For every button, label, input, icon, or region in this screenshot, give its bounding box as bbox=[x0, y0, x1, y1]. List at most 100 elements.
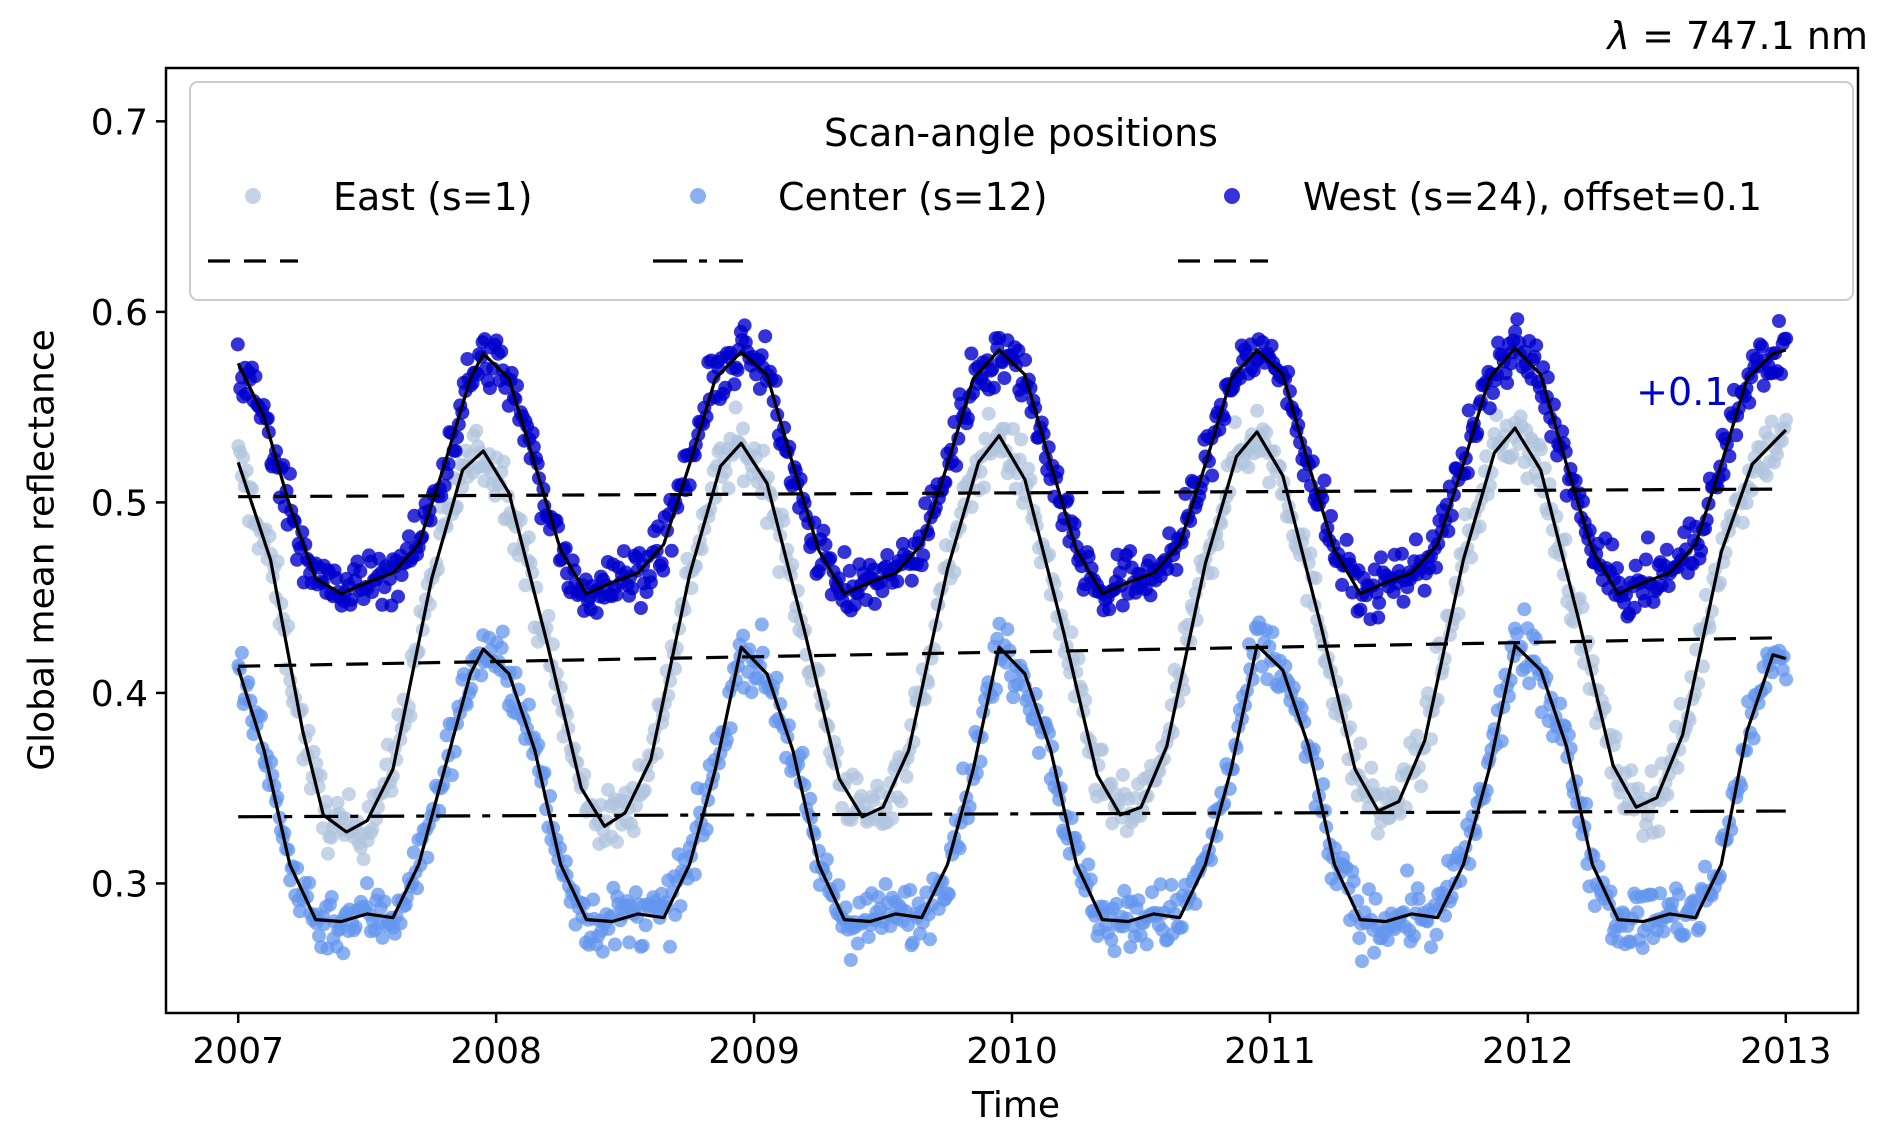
west-data-point bbox=[1335, 577, 1350, 592]
west-data-point bbox=[768, 373, 783, 388]
east-data-point bbox=[1095, 742, 1109, 757]
west-data-point bbox=[1486, 386, 1500, 400]
east-scatter-series bbox=[231, 400, 1794, 867]
east-data-point bbox=[1308, 571, 1323, 586]
center-data-point bbox=[1411, 892, 1426, 906]
fit-and-trend-lines bbox=[236, 346, 1787, 924]
east-data-point bbox=[1364, 760, 1379, 775]
center-data-point bbox=[687, 867, 702, 882]
east-data-point bbox=[637, 783, 652, 798]
west-data-point bbox=[460, 352, 475, 366]
x-tick-label: 2008 bbox=[450, 1031, 542, 1072]
center-legend-marker bbox=[690, 188, 706, 204]
east-data-point bbox=[626, 824, 641, 839]
x-tick-label: 2012 bbox=[1482, 1031, 1574, 1072]
center-data-point bbox=[1107, 944, 1122, 959]
center-data-point bbox=[1316, 777, 1331, 792]
west-data-point bbox=[344, 592, 359, 607]
west-data-point bbox=[1755, 339, 1769, 354]
east-data-point bbox=[1210, 537, 1225, 552]
center-data-point bbox=[1429, 927, 1444, 942]
west-data-point bbox=[1081, 549, 1096, 564]
y-axis-label: Global mean reflectance bbox=[21, 329, 63, 771]
center-data-point bbox=[744, 685, 759, 700]
west-data-point bbox=[1640, 530, 1655, 545]
east-data-point bbox=[1739, 496, 1754, 510]
west-data-point bbox=[1756, 378, 1771, 393]
center-data-point bbox=[1410, 881, 1425, 896]
east-data-point bbox=[1262, 475, 1277, 490]
center-data-point bbox=[1630, 905, 1645, 920]
west-data-point bbox=[1772, 314, 1786, 328]
west-data-point bbox=[1353, 602, 1368, 617]
center-data-point bbox=[1698, 859, 1712, 874]
west-data-point bbox=[1296, 468, 1311, 483]
east-data-point bbox=[1014, 432, 1029, 447]
east-data-point bbox=[1353, 736, 1368, 751]
east-data-point bbox=[885, 811, 900, 826]
east-data-point bbox=[736, 421, 750, 436]
west-data-point bbox=[1510, 312, 1525, 327]
east-data-point bbox=[356, 852, 371, 867]
center-data-point bbox=[1653, 886, 1668, 901]
west-data-point bbox=[847, 597, 862, 612]
center-data-point bbox=[1635, 941, 1650, 955]
center-data-point bbox=[831, 878, 846, 893]
east-legend-marker bbox=[245, 188, 261, 204]
center-data-point bbox=[494, 640, 509, 655]
center-data-point bbox=[336, 946, 351, 961]
center-data-point bbox=[601, 921, 616, 936]
center-data-point bbox=[1139, 937, 1154, 952]
y-tick-label: 0.5 bbox=[91, 483, 148, 524]
west-data-point bbox=[1441, 524, 1456, 539]
center-data-point bbox=[1123, 940, 1138, 954]
center-data-point bbox=[628, 885, 643, 900]
center-data-point bbox=[1006, 690, 1021, 705]
west-data-point bbox=[656, 563, 671, 578]
x-tick-label: 2009 bbox=[708, 1031, 800, 1072]
west-data-point bbox=[1408, 532, 1423, 547]
center-data-point bbox=[754, 617, 769, 632]
east-data-point bbox=[321, 846, 335, 861]
west-data-point bbox=[875, 584, 890, 599]
wavelength-label: λ = 747.1 nm bbox=[1608, 14, 1868, 58]
west-data-point bbox=[754, 348, 769, 363]
y-tick-label: 0.7 bbox=[91, 102, 148, 143]
center-data-point bbox=[1579, 796, 1594, 811]
center-legend-label: Center (s=12) bbox=[778, 175, 1048, 219]
east-data-point bbox=[1414, 779, 1429, 794]
east-data-point bbox=[721, 481, 736, 496]
center-data-point bbox=[663, 939, 677, 954]
east-data-point bbox=[1064, 625, 1079, 640]
west-data-point bbox=[867, 596, 882, 611]
center-data-point bbox=[1522, 676, 1537, 691]
west-data-point bbox=[758, 329, 773, 344]
west-data-point bbox=[365, 585, 379, 600]
center-data-point bbox=[1692, 920, 1707, 935]
east-data-point bbox=[1558, 532, 1573, 547]
center-data-point bbox=[474, 668, 489, 683]
center-data-point bbox=[387, 926, 402, 941]
center-data-point bbox=[850, 936, 865, 951]
west-data-point bbox=[997, 371, 1012, 386]
west-data-point bbox=[1659, 542, 1674, 557]
center-data-point bbox=[1071, 839, 1086, 854]
center-data-point bbox=[1174, 920, 1189, 935]
west-data-point bbox=[1115, 598, 1130, 613]
west-data-point bbox=[1123, 544, 1138, 559]
center-data-point bbox=[1779, 672, 1794, 687]
scatter-points bbox=[230, 312, 1794, 969]
east-data-point bbox=[577, 767, 592, 782]
west-data-point bbox=[1779, 331, 1794, 346]
west-legend-label: West (s=24), offset=0.1 bbox=[1303, 175, 1762, 219]
center-data-point bbox=[254, 709, 269, 724]
west-data-point bbox=[1417, 583, 1432, 598]
center-data-point bbox=[292, 904, 307, 919]
center-data-point bbox=[878, 877, 893, 891]
east-data-point bbox=[1631, 781, 1646, 796]
center-data-point bbox=[1346, 874, 1361, 889]
center-data-point bbox=[444, 768, 459, 783]
west-data-point bbox=[1460, 466, 1475, 480]
west-data-point bbox=[818, 537, 833, 552]
west-data-point bbox=[1142, 553, 1156, 568]
